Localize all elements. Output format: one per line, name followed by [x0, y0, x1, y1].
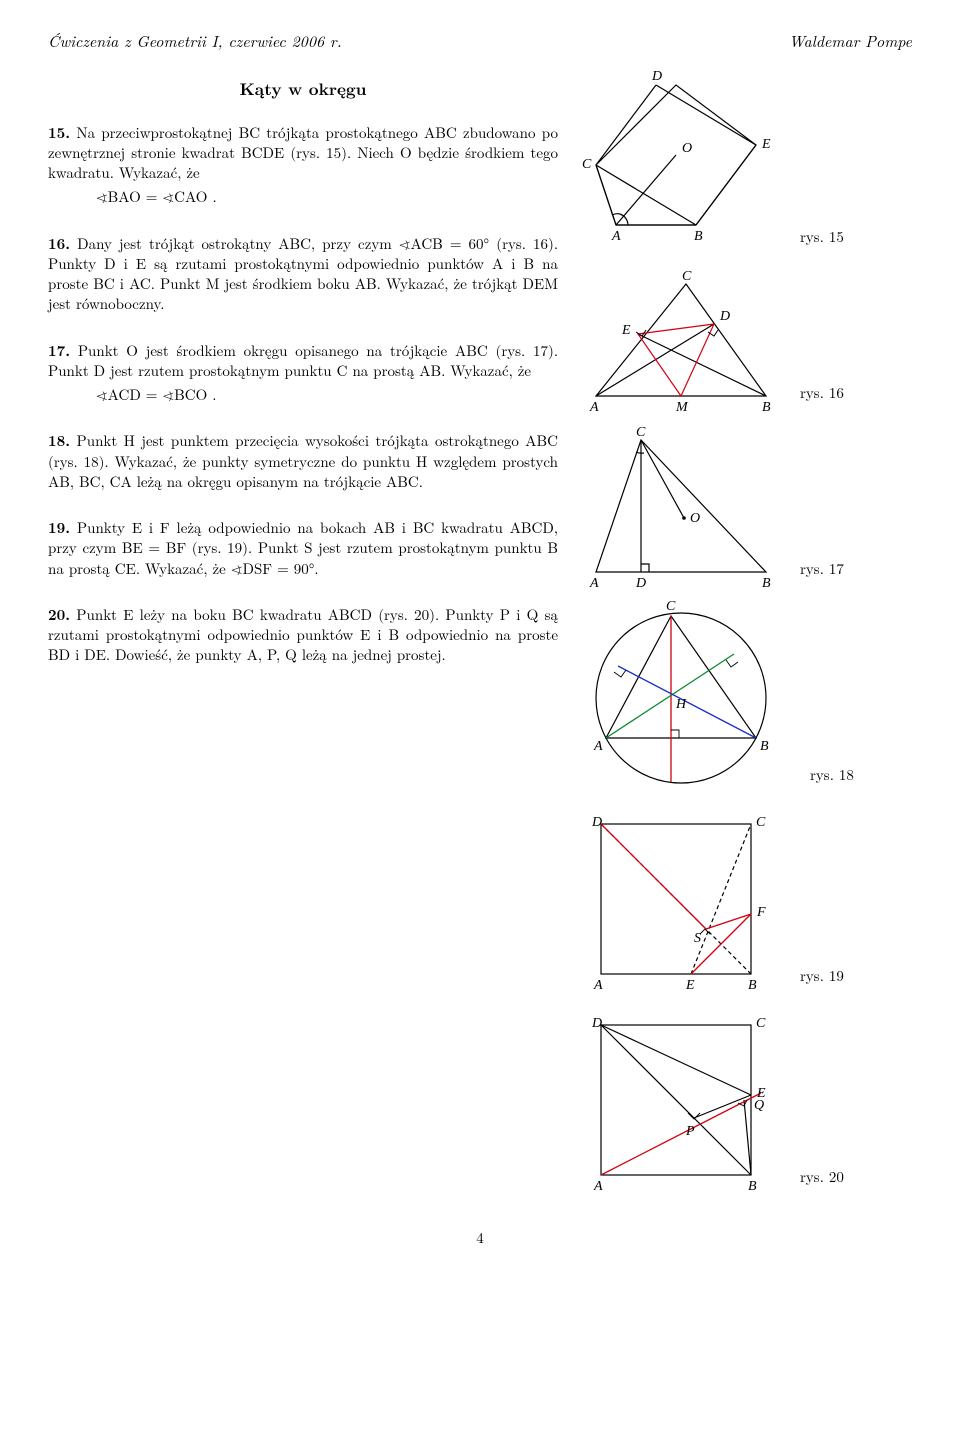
svg-text:A: A — [593, 1179, 603, 1194]
problem-body: Punkt H jest punktem przecięcia wysokośc… — [48, 430, 558, 492]
figure-label: rys. 16 — [800, 383, 844, 415]
svg-text:C: C — [636, 425, 646, 440]
figure-17: A B C D O rys. 17 — [576, 422, 844, 592]
svg-text:B: B — [748, 1179, 757, 1194]
problem-body: Na przeciwprostokątnej BC trójkąta prost… — [48, 122, 558, 184]
svg-text:E: E — [685, 978, 695, 993]
problem-equation: ∢BAO = ∢CAO . — [96, 187, 558, 207]
figure-label: rys. 20 — [800, 1167, 844, 1199]
diagram-17: A B C D O — [576, 422, 786, 592]
svg-text:Q: Q — [754, 1098, 764, 1113]
problem-body: Punkt E leży na boku BC kwadratu ABCD (r… — [48, 604, 558, 666]
svg-text:C: C — [666, 599, 676, 614]
figure-19: A B C D E F S rys. 19 — [576, 804, 844, 999]
svg-text:H: H — [675, 697, 687, 712]
diagram-16: A B M C D E — [576, 266, 786, 416]
problem-number: 17. — [48, 340, 70, 361]
svg-text:D: D — [591, 1016, 602, 1031]
problem-number: 16. — [48, 233, 70, 254]
diagram-18: A B C H — [576, 598, 796, 798]
problem-17: 17. Punkt O jest środkiem okręgu opisane… — [48, 341, 558, 406]
figure-18: A B C H rys. 18 — [576, 598, 854, 798]
svg-text:D: D — [651, 70, 662, 84]
svg-text:C: C — [756, 815, 766, 830]
content-area: Kąty w okręgu 15. Na przeciwprostokątnej… — [48, 70, 912, 1200]
svg-text:D: D — [719, 309, 730, 324]
figure-label: rys. 17 — [800, 559, 844, 591]
figure-column: A B C D E O rys. 15 — [576, 70, 912, 1200]
svg-text:P: P — [685, 1124, 695, 1139]
problem-number: 19. — [48, 517, 70, 538]
page-number: 4 — [48, 1228, 912, 1248]
svg-text:C: C — [582, 157, 592, 172]
problem-20: 20. Punkt E leży na boku BC kwadratu ABC… — [48, 605, 558, 666]
problem-body: Dany jest trójkąt ostrokątny ABC, przy c… — [48, 233, 558, 315]
problem-number: 15. — [48, 122, 70, 143]
figure-16: A B M C D E rys. 16 — [576, 266, 844, 416]
problem-15: 15. Na przeciwprostokątnej BC trójkąta p… — [48, 123, 558, 208]
svg-text:A: A — [593, 739, 603, 754]
page: Ćwiczenia z Geometrii I, czerwiec 2006 r… — [0, 0, 960, 1288]
problem-18: 18. Punkt H jest punktem przecięcia wyso… — [48, 431, 558, 492]
svg-text:D: D — [591, 815, 602, 830]
svg-text:B: B — [748, 978, 757, 993]
svg-text:D: D — [635, 576, 646, 591]
diagram-20: A B C D E P Q — [576, 1005, 786, 1200]
svg-text:F: F — [756, 905, 766, 920]
problem-19: 19. Punkty E i F leżą odpowiednio na bok… — [48, 518, 558, 579]
svg-text:C: C — [682, 269, 692, 284]
problem-number: 20. — [48, 604, 70, 625]
page-header: Ćwiczenia z Geometrii I, czerwiec 2006 r… — [48, 30, 912, 52]
header-right: Waldemar Pompe — [789, 30, 912, 52]
svg-text:C: C — [756, 1016, 766, 1031]
problem-equation: ∢ACD = ∢BCO . — [96, 385, 558, 405]
svg-text:B: B — [760, 739, 769, 754]
section-title: Kąty w okręgu — [48, 78, 558, 101]
svg-text:M: M — [675, 400, 689, 415]
svg-text:A: A — [589, 576, 599, 591]
svg-text:O: O — [690, 511, 700, 526]
diagram-19: A B C D E F S — [576, 804, 786, 999]
diagram-15: A B C D E O — [576, 70, 786, 260]
svg-text:A: A — [589, 400, 599, 415]
problem-number: 18. — [48, 430, 70, 451]
svg-text:O: O — [682, 141, 692, 156]
svg-text:E: E — [761, 137, 771, 152]
svg-text:B: B — [762, 576, 771, 591]
figure-label: rys. 19 — [800, 966, 844, 998]
svg-text:E: E — [621, 323, 631, 338]
svg-text:S: S — [694, 931, 701, 946]
text-column: Kąty w okręgu 15. Na przeciwprostokątnej… — [48, 70, 558, 1200]
svg-text:A: A — [593, 978, 603, 993]
svg-text:B: B — [694, 229, 703, 244]
figure-15: A B C D E O rys. 15 — [576, 70, 844, 260]
problem-16: 16. Dany jest trójkąt ostrokątny ABC, pr… — [48, 234, 558, 315]
problem-body: Punkt O jest środkiem okręgu opisanego n… — [48, 340, 558, 381]
figure-label: rys. 18 — [810, 765, 854, 797]
header-left: Ćwiczenia z Geometrii I, czerwiec 2006 r… — [48, 30, 342, 52]
figure-label: rys. 15 — [800, 227, 844, 259]
svg-text:B: B — [762, 400, 771, 415]
svg-text:A: A — [611, 229, 621, 244]
problem-body: Punkty E i F leżą odpowiednio na bokach … — [48, 517, 558, 579]
figure-20: A B C D E P Q rys. 20 — [576, 1005, 844, 1200]
